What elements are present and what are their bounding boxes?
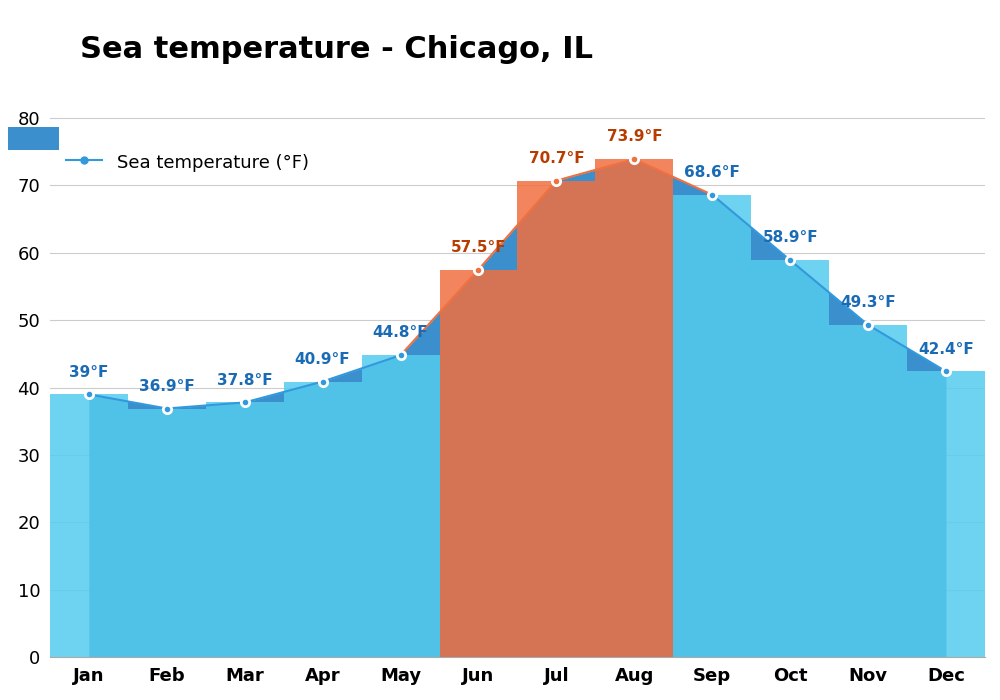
Polygon shape [751, 260, 829, 657]
Text: 44.8°F: 44.8°F [373, 326, 428, 340]
Polygon shape [673, 195, 751, 657]
Polygon shape [440, 270, 517, 657]
Text: 70.7°F: 70.7°F [529, 150, 584, 166]
Polygon shape [362, 355, 440, 657]
Polygon shape [284, 382, 362, 657]
Text: 73.9°F: 73.9°F [607, 130, 662, 144]
Text: 58.9°F: 58.9°F [762, 230, 818, 246]
Polygon shape [128, 409, 206, 657]
Polygon shape [595, 159, 673, 657]
Polygon shape [50, 394, 128, 657]
Text: 37.8°F: 37.8°F [217, 372, 273, 388]
Text: 40.9°F: 40.9°F [295, 351, 350, 367]
Polygon shape [829, 325, 907, 657]
Polygon shape [907, 372, 985, 657]
Text: 57.5°F: 57.5°F [451, 240, 506, 255]
Legend: Sea temperature (°F): Sea temperature (°F) [59, 144, 316, 181]
FancyBboxPatch shape [8, 127, 59, 150]
Text: Sea temperature - Chicago, IL: Sea temperature - Chicago, IL [80, 35, 593, 64]
Text: 39°F: 39°F [69, 365, 109, 379]
Text: 49.3°F: 49.3°F [840, 295, 896, 310]
Text: 36.9°F: 36.9°F [139, 379, 195, 393]
Text: 42.4°F: 42.4°F [918, 342, 974, 356]
Polygon shape [517, 181, 595, 657]
Polygon shape [206, 402, 284, 657]
Text: 68.6°F: 68.6°F [684, 165, 740, 180]
